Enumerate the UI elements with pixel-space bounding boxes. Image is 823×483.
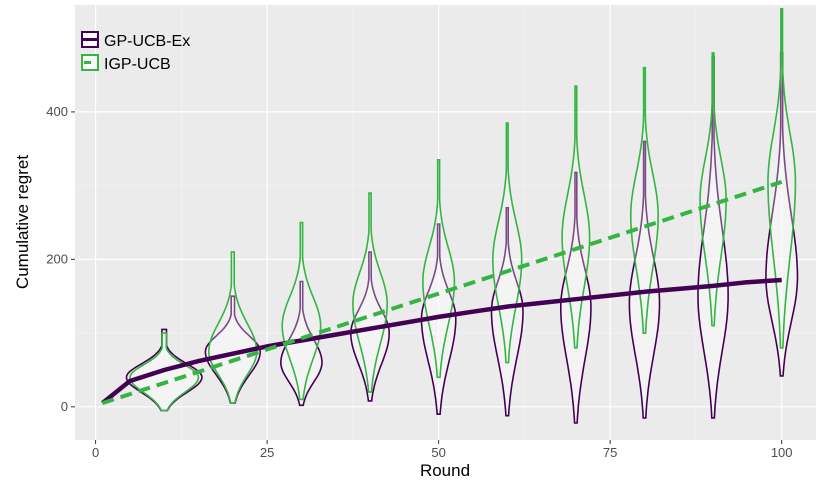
violin-gp-ucb-ex (279, 280, 323, 407)
legend-label-igp-ucb: IGP-UCB (104, 56, 171, 73)
x-tick-label: 75 (603, 445, 617, 460)
x-tick-label: 100 (771, 445, 793, 460)
mean-lines (100, 179, 783, 406)
violin-gp-ucb-ex (628, 140, 661, 419)
legend-label-gp-ucb-ex: GP-UCB-Ex (104, 33, 190, 50)
y-tick-label: 200 (46, 251, 68, 266)
x-axis-title: Round (420, 461, 470, 480)
axes: 0 25 50 75 100 0 200 400 (46, 104, 792, 460)
y-tick-label: 400 (46, 104, 68, 119)
violin-igp-ucb (491, 122, 523, 364)
mean-line-igp-ucb (101, 179, 783, 406)
violin-igp-ucb (767, 7, 797, 349)
violin-igp-ucb (630, 66, 660, 334)
legend-key-igp-ucb (81, 54, 99, 71)
violin-igp-ucb (561, 85, 591, 349)
violin-gp-ucb-ex (490, 207, 524, 417)
y-tick-label: 0 (61, 399, 68, 414)
x-tick-label: 25 (260, 445, 274, 460)
mean-line-gp-ucb-ex (100, 277, 782, 405)
y-axis-title: Cumulative regret (13, 155, 32, 289)
violin-igp-ucb (699, 52, 727, 327)
x-tick-label: 50 (431, 445, 445, 460)
x-tick-label: 0 (92, 445, 99, 460)
legend: GP-UCB-Ex IGP-UCB (81, 31, 190, 73)
legend-key-gp-ucb-ex (81, 31, 99, 48)
violin-igp-ucb (422, 159, 456, 379)
